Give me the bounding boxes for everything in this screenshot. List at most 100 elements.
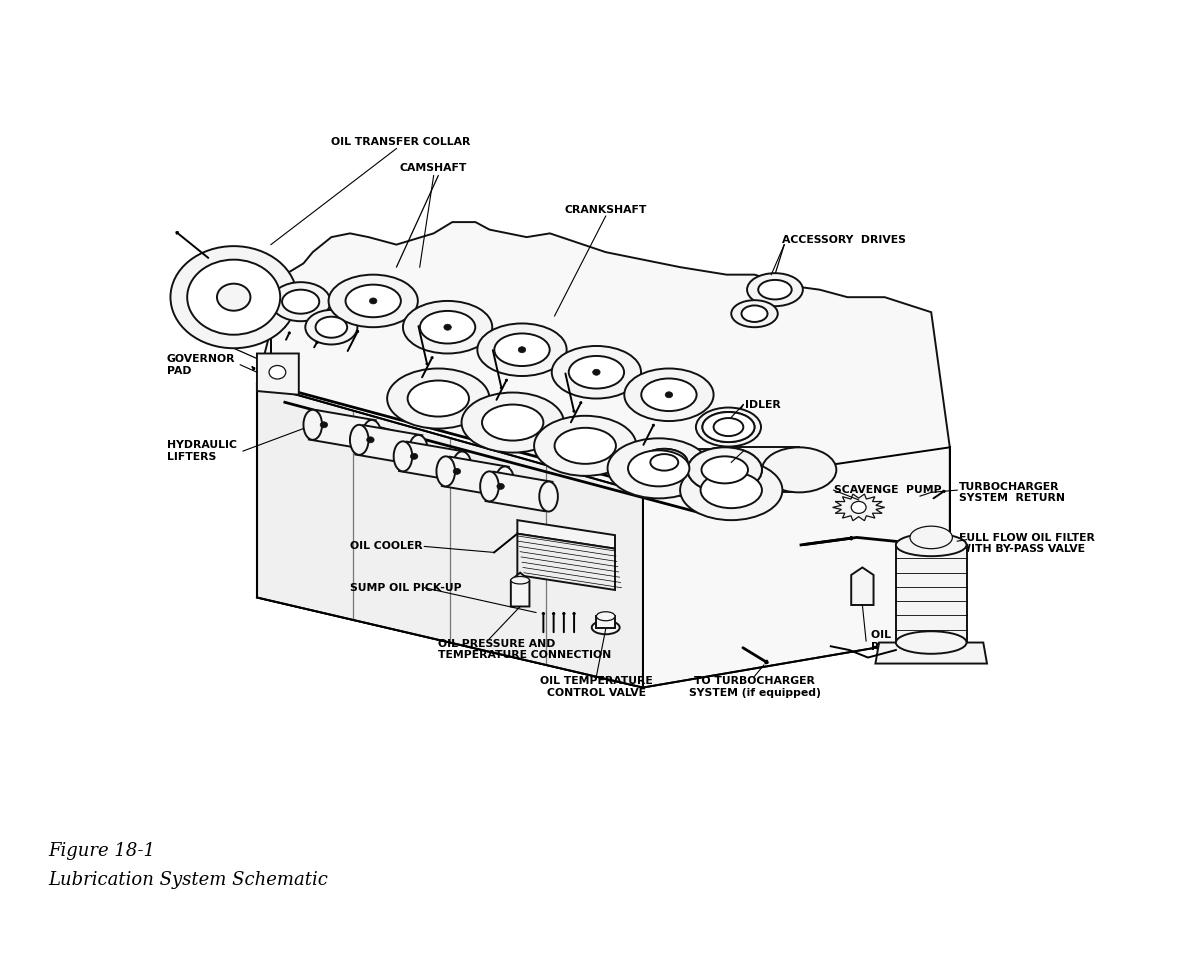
- Polygon shape: [517, 533, 616, 590]
- Ellipse shape: [409, 435, 427, 465]
- Ellipse shape: [696, 408, 761, 447]
- Ellipse shape: [762, 448, 836, 492]
- Ellipse shape: [731, 300, 778, 328]
- Ellipse shape: [482, 405, 544, 441]
- Ellipse shape: [305, 310, 358, 344]
- Ellipse shape: [896, 533, 966, 556]
- Text: Figure 18-1: Figure 18-1: [48, 842, 155, 860]
- Ellipse shape: [408, 380, 469, 416]
- Ellipse shape: [628, 450, 690, 487]
- Ellipse shape: [702, 412, 755, 442]
- Circle shape: [518, 347, 526, 353]
- Ellipse shape: [480, 471, 499, 501]
- Ellipse shape: [346, 285, 401, 317]
- Circle shape: [187, 259, 281, 334]
- Ellipse shape: [701, 472, 762, 508]
- Ellipse shape: [650, 454, 678, 471]
- Ellipse shape: [511, 576, 529, 584]
- Polygon shape: [257, 354, 299, 395]
- Circle shape: [665, 392, 673, 398]
- Text: CAMSHAFT: CAMSHAFT: [400, 163, 467, 174]
- Polygon shape: [400, 442, 466, 482]
- Ellipse shape: [554, 428, 616, 464]
- Text: OIL TEMPERATURE
CONTROL VALVE: OIL TEMPERATURE CONTROL VALVE: [540, 677, 653, 698]
- Ellipse shape: [896, 631, 966, 654]
- Circle shape: [217, 284, 251, 311]
- Ellipse shape: [329, 275, 418, 328]
- Text: CRANKSHAFT: CRANKSHAFT: [564, 205, 647, 214]
- Circle shape: [367, 437, 374, 443]
- Ellipse shape: [494, 333, 550, 366]
- Circle shape: [170, 246, 296, 348]
- Polygon shape: [725, 448, 799, 492]
- Ellipse shape: [641, 448, 688, 476]
- Circle shape: [320, 422, 328, 428]
- Ellipse shape: [702, 412, 755, 442]
- Ellipse shape: [403, 301, 492, 354]
- Ellipse shape: [350, 425, 368, 455]
- Polygon shape: [257, 222, 950, 687]
- Text: OIL PRESSURE
RELIEFVALVE: OIL PRESSURE RELIEFVALVE: [871, 630, 958, 652]
- Text: FULL FLOW OIL FILTER
WITH BY-PASS VALVE: FULL FLOW OIL FILTER WITH BY-PASS VALVE: [959, 532, 1094, 554]
- Polygon shape: [517, 520, 616, 549]
- Ellipse shape: [607, 439, 710, 498]
- Ellipse shape: [569, 356, 624, 389]
- Polygon shape: [596, 616, 616, 628]
- Circle shape: [269, 366, 286, 379]
- Polygon shape: [308, 410, 376, 449]
- Ellipse shape: [641, 378, 697, 411]
- Ellipse shape: [697, 448, 743, 476]
- Ellipse shape: [420, 311, 475, 343]
- Circle shape: [593, 370, 600, 375]
- Polygon shape: [896, 545, 966, 643]
- Ellipse shape: [714, 418, 743, 436]
- Ellipse shape: [452, 451, 472, 482]
- Ellipse shape: [596, 611, 616, 621]
- Ellipse shape: [271, 282, 330, 321]
- Ellipse shape: [688, 448, 762, 492]
- Ellipse shape: [304, 410, 322, 440]
- Text: Lubrication System Schematic: Lubrication System Schematic: [48, 872, 328, 889]
- Text: ACCESSORY  DRIVES: ACCESSORY DRIVES: [782, 235, 906, 245]
- Polygon shape: [876, 643, 986, 664]
- Circle shape: [444, 325, 451, 331]
- Polygon shape: [851, 567, 874, 604]
- Text: SUMP OIL PICK-UP: SUMP OIL PICK-UP: [350, 583, 462, 593]
- Circle shape: [454, 468, 461, 475]
- Ellipse shape: [496, 466, 514, 496]
- Polygon shape: [442, 456, 509, 496]
- Polygon shape: [833, 494, 884, 521]
- Ellipse shape: [394, 442, 413, 471]
- Polygon shape: [486, 472, 552, 511]
- Ellipse shape: [680, 460, 782, 520]
- Ellipse shape: [539, 482, 558, 512]
- Text: TURBOCHARGER
SYSTEM  RETURN: TURBOCHARGER SYSTEM RETURN: [959, 482, 1066, 503]
- Ellipse shape: [748, 273, 803, 306]
- Ellipse shape: [388, 369, 490, 429]
- Text: OIL PRESSURE AND
TEMPERATURE CONNECTION: OIL PRESSURE AND TEMPERATURE CONNECTION: [438, 639, 612, 660]
- Polygon shape: [665, 448, 720, 476]
- Text: STARTER: STARTER: [745, 448, 799, 458]
- Ellipse shape: [362, 420, 382, 450]
- Circle shape: [851, 501, 866, 514]
- Text: IDLER: IDLER: [745, 400, 781, 410]
- Ellipse shape: [758, 280, 792, 299]
- Ellipse shape: [641, 448, 688, 476]
- Ellipse shape: [534, 415, 636, 476]
- Ellipse shape: [552, 346, 641, 399]
- Ellipse shape: [624, 369, 714, 421]
- Ellipse shape: [688, 448, 762, 492]
- Text: SCAVENGE  PUMP: SCAVENGE PUMP: [834, 486, 941, 495]
- Text: HYDRAULIC
LIFTERS: HYDRAULIC LIFTERS: [167, 441, 236, 462]
- Text: TO TURBOCHARGER
SYSTEM (if equipped): TO TURBOCHARGER SYSTEM (if equipped): [689, 677, 821, 698]
- Polygon shape: [257, 383, 643, 687]
- Ellipse shape: [282, 290, 319, 314]
- Ellipse shape: [742, 305, 768, 322]
- Ellipse shape: [592, 621, 619, 635]
- Ellipse shape: [462, 393, 564, 452]
- Circle shape: [497, 484, 504, 489]
- Circle shape: [370, 298, 377, 304]
- Ellipse shape: [702, 456, 748, 484]
- Ellipse shape: [437, 456, 455, 487]
- Text: OIL TRANSFER COLLAR: OIL TRANSFER COLLAR: [331, 137, 470, 147]
